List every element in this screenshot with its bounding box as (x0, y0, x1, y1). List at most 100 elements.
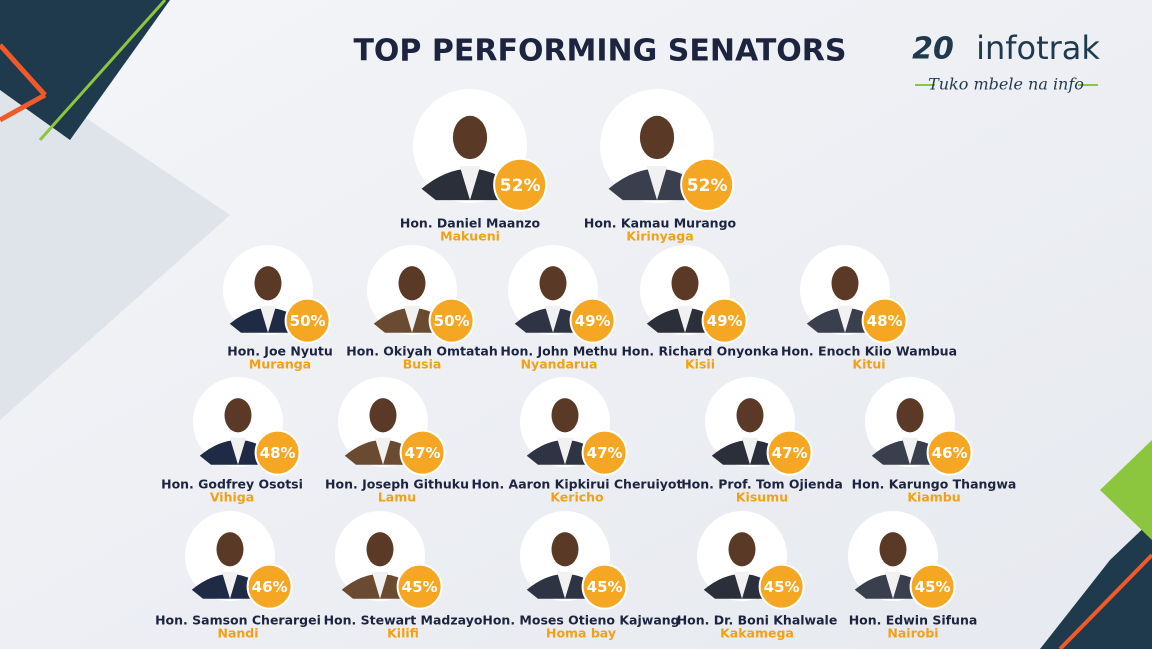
photo-shirt (901, 437, 919, 465)
photo-shirt (221, 571, 239, 599)
county: Kilifi (387, 626, 419, 641)
senator-name: Hon. Kamau Murango (584, 216, 737, 231)
rating: 46% (932, 444, 968, 462)
logo-number: 20 (912, 32, 954, 67)
county: Kakamega (720, 626, 794, 641)
photo-shirt (884, 571, 902, 599)
rating-badge (861, 297, 908, 344)
senator-name: Hon. Dr. Boni Khalwale (677, 613, 838, 628)
senator-name: Hon. Karungo Thangwa (852, 477, 1017, 492)
rating: 49% (575, 312, 611, 330)
photo-head (539, 266, 567, 301)
senator-name: Hon. Richard Onyonka (621, 344, 778, 359)
decor-top-left (0, 0, 170, 140)
senator-name: Hon. Okiyah Omtatah (346, 344, 497, 359)
rating-badge (399, 429, 446, 476)
logo-name: infotrak (976, 29, 1100, 67)
rating: 45% (915, 578, 951, 596)
photo-shirt (836, 305, 854, 333)
photo-shirt (459, 165, 481, 201)
senator-name: Hon. Joseph Githuku (325, 477, 469, 492)
decor-triangle (0, 60, 230, 420)
rating-badge (254, 429, 301, 476)
photo-head (879, 532, 907, 567)
photo-shirt (544, 305, 562, 333)
decor-stripe (38, 0, 167, 141)
county: Muranga (249, 357, 311, 372)
photo-shirt (403, 305, 421, 333)
rating-badge (246, 563, 293, 610)
rating: 48% (260, 444, 296, 462)
photo-head (398, 266, 426, 301)
senator-name: Hon. Moses Otieno Kajwang (482, 613, 679, 628)
rating-badge (926, 429, 973, 476)
photo-head (896, 398, 924, 433)
rating: 52% (687, 176, 728, 196)
rating: 50% (290, 312, 326, 330)
photo-head (216, 532, 244, 567)
county: Nairobi (887, 626, 938, 641)
county: Vihiga (210, 490, 254, 505)
rating-badge (680, 157, 735, 212)
photo-shirt (741, 437, 759, 465)
county: Kericho (550, 490, 604, 505)
rating: 47% (405, 444, 441, 462)
county: Lamu (378, 490, 416, 505)
county: Busia (403, 357, 442, 372)
rating: 47% (587, 444, 623, 462)
rating: 45% (764, 578, 800, 596)
photo-shirt (229, 437, 247, 465)
photo-head (452, 115, 488, 160)
senator-name: Hon. Godfrey Osotsi (161, 477, 303, 492)
county: Kiambu (907, 490, 960, 505)
decor-bottom-right (1040, 520, 1152, 649)
photo-head (736, 398, 764, 433)
county: Nandi (217, 626, 258, 641)
rating-badge (581, 563, 628, 610)
photo-shirt (374, 437, 392, 465)
senator-name: Hon. Stewart Madzayo (324, 613, 483, 628)
photo-head (551, 398, 579, 433)
county: Homa bay (546, 626, 616, 641)
rating-badge (766, 429, 813, 476)
decor-green (1100, 440, 1152, 540)
rating: 49% (707, 312, 743, 330)
county: Kitui (852, 357, 885, 372)
photo-shirt (646, 165, 668, 201)
photo-head (728, 532, 756, 567)
photo-shirt (676, 305, 694, 333)
rating: 48% (867, 312, 903, 330)
senator-name: Hon. Prof. Tom Ojienda (681, 477, 843, 492)
photo-shirt (556, 437, 574, 465)
rating-badge (284, 297, 331, 344)
senator-name: Hon. Joe Nyutu (227, 344, 333, 359)
senator-name: Hon. Aaron Kipkirui Cheruiyot (472, 477, 683, 492)
rating-badge (758, 563, 805, 610)
photo-head (366, 532, 394, 567)
rating: 47% (772, 444, 808, 462)
county: Kirinyaga (626, 229, 693, 244)
county: Nyandarua (521, 357, 598, 372)
rating-badge (909, 563, 956, 610)
decor-stripe (0, 43, 47, 97)
senator-name: Hon. Edwin Sifuna (849, 613, 978, 628)
rating-badge (701, 297, 748, 344)
photo-shirt (371, 571, 389, 599)
photo-shirt (733, 571, 751, 599)
photo-head (551, 532, 579, 567)
county: Makueni (440, 229, 500, 244)
rating-badge (396, 563, 443, 610)
senator-name: Hon. Daniel Maanzo (400, 216, 541, 231)
photo-head (831, 266, 859, 301)
photo-shirt (259, 305, 277, 333)
decor-stripe (1058, 553, 1152, 649)
rating: 45% (402, 578, 438, 596)
rating: 52% (500, 176, 541, 196)
county: Kisii (685, 357, 715, 372)
rating-badge (581, 429, 628, 476)
rating-badge (493, 157, 548, 212)
photo-head (254, 266, 282, 301)
photo-head (671, 266, 699, 301)
photo-shirt (556, 571, 574, 599)
